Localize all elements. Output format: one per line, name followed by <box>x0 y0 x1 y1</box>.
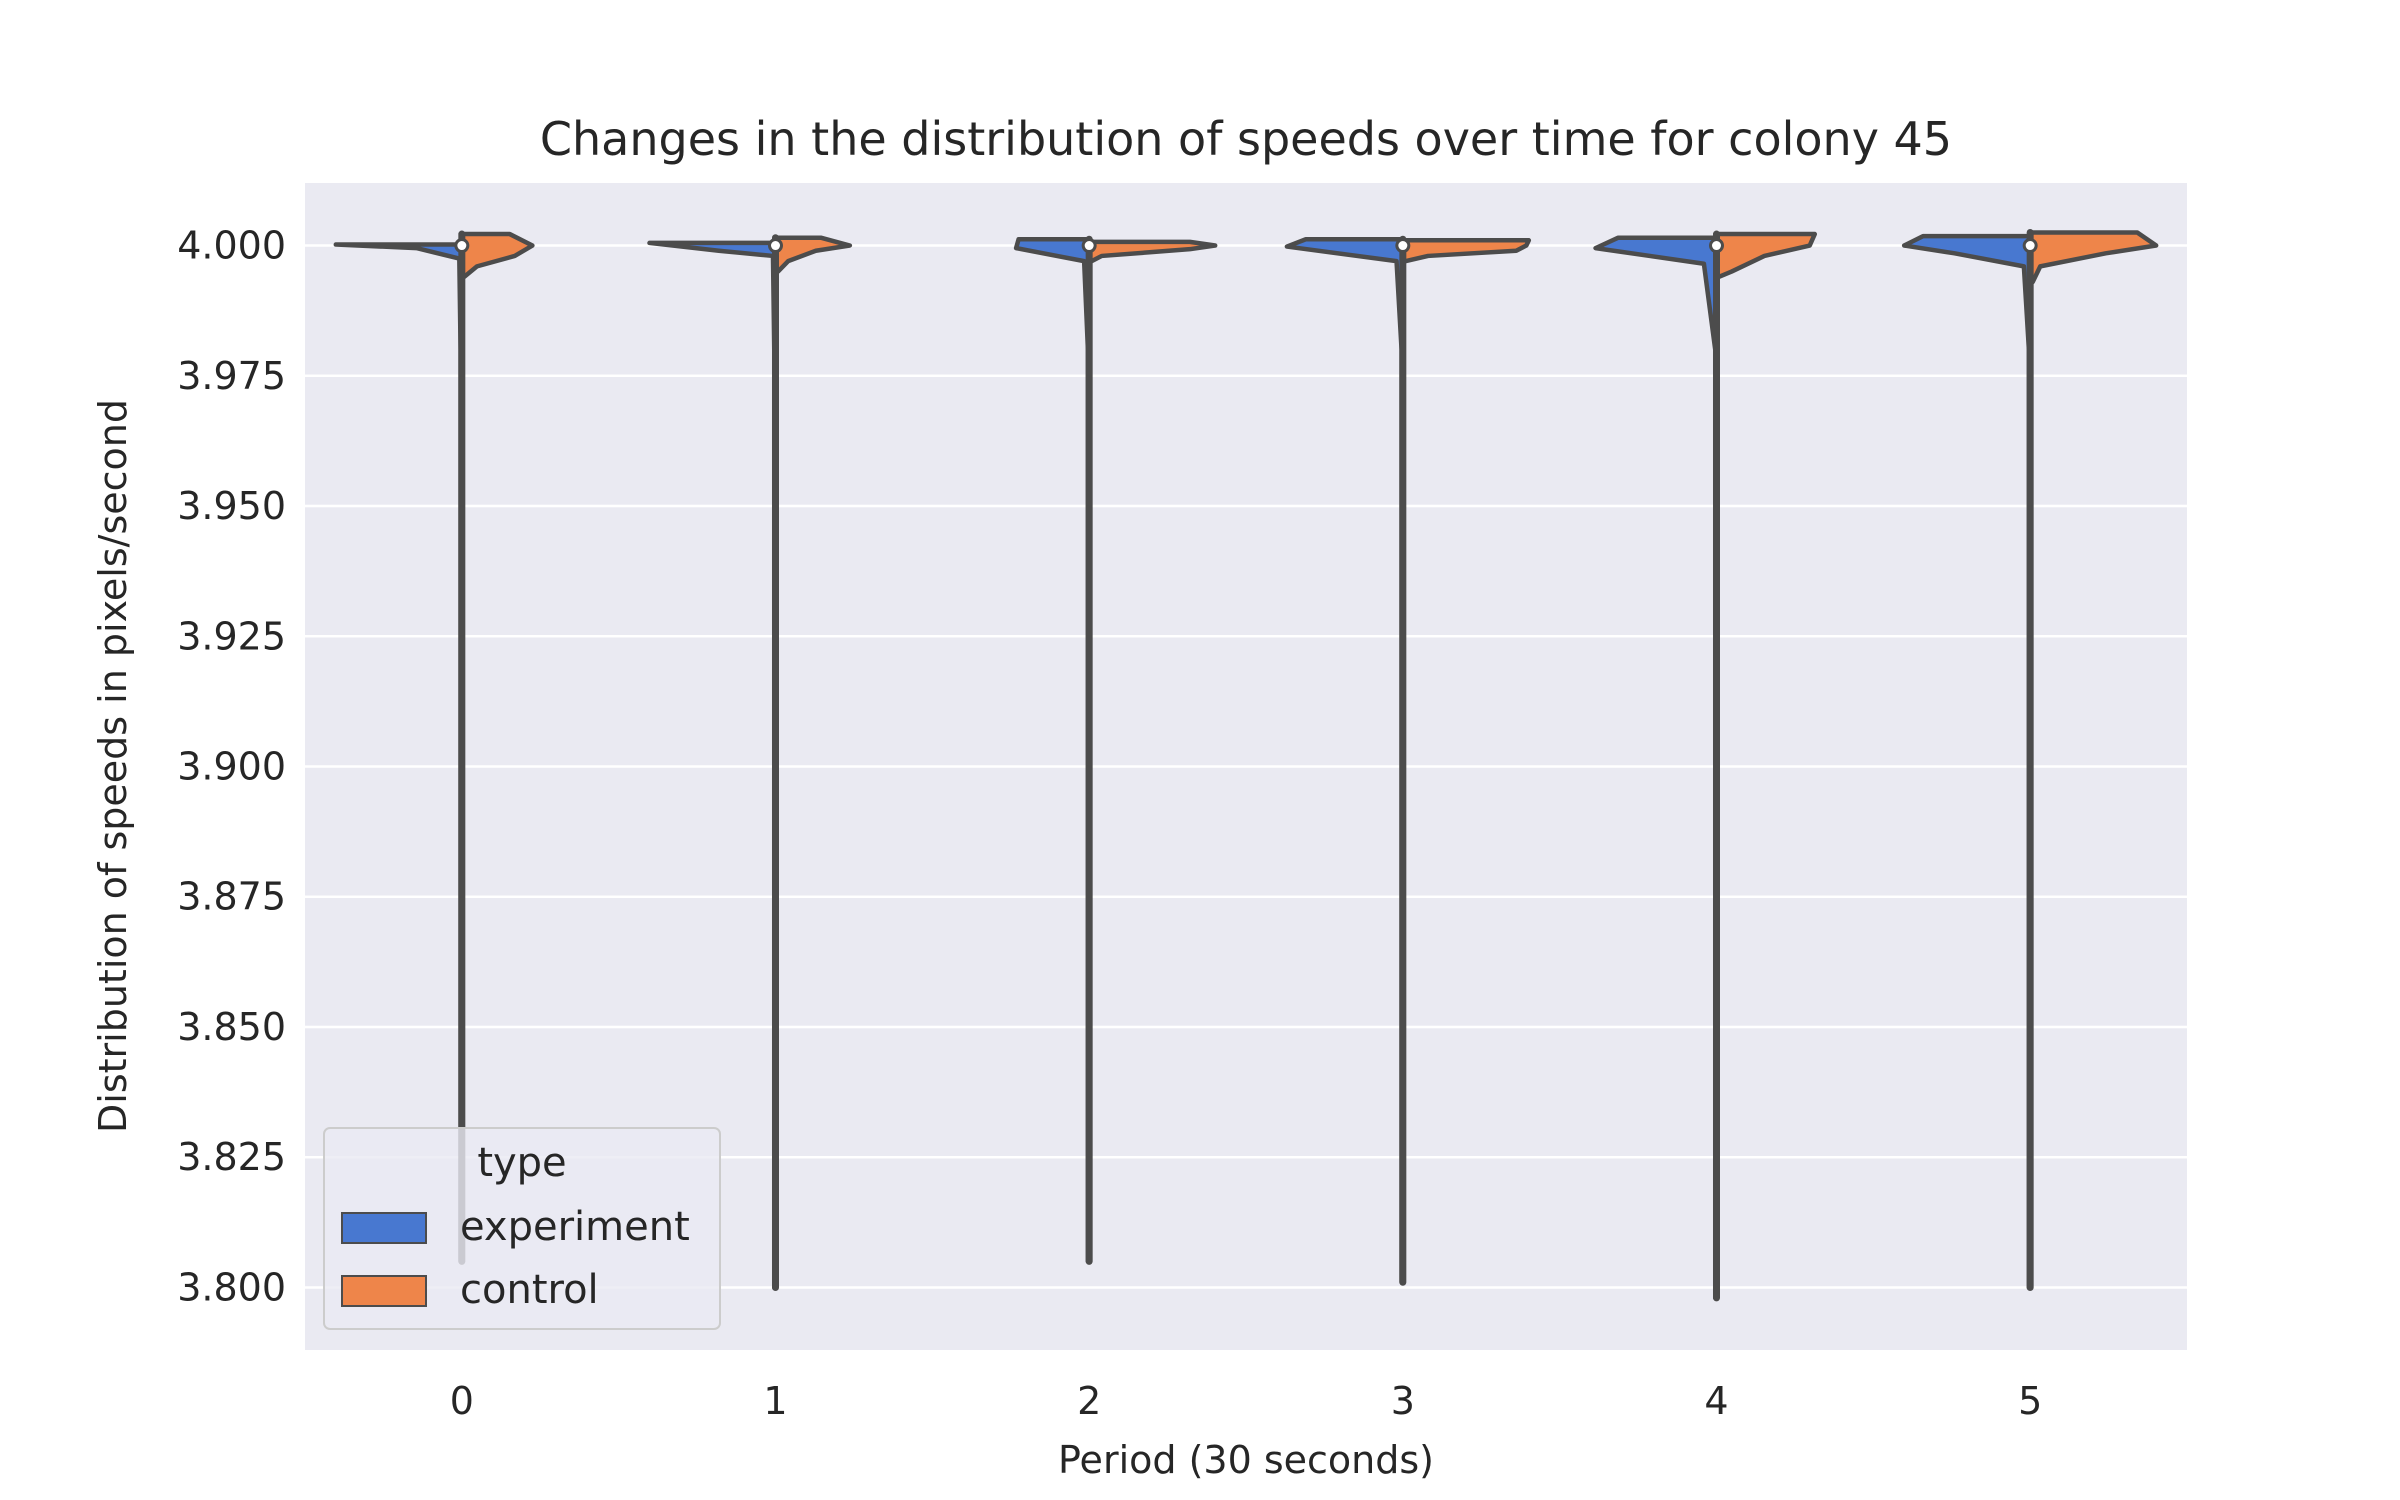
x-tick-label: 1 <box>763 1379 787 1423</box>
x-axis-label: Period (30 seconds) <box>1058 1438 1434 1482</box>
legend-label-control: control <box>460 1267 599 1313</box>
y-tick-label: 3.800 <box>177 1265 286 1309</box>
legend-swatch-control <box>341 1275 427 1307</box>
y-tick-label: 3.900 <box>177 745 286 789</box>
violin-1 <box>647 234 853 1291</box>
y-axis-label: Distribution of speeds in pixels/second <box>91 399 135 1133</box>
violin-3 <box>1284 235 1532 1286</box>
x-tick-label: 5 <box>2018 1379 2042 1423</box>
violin-2 <box>1013 235 1218 1265</box>
median-marker <box>2022 238 2038 254</box>
y-axis-ticks: 3.800 3.825 3.850 3.875 3.900 3.925 3.950 3.975… <box>177 224 286 1310</box>
x-axis-ticks: 0 1 2 3 4 5 <box>450 1379 2043 1423</box>
x-tick-label: 3 <box>1391 1379 1415 1423</box>
y-tick-label: 3.875 <box>177 875 286 919</box>
legend-label-experiment: experiment <box>460 1204 690 1250</box>
y-tick-label: 3.950 <box>177 484 286 528</box>
median-marker <box>1709 238 1724 254</box>
median-marker <box>1395 238 1411 254</box>
y-tick-label: 3.925 <box>177 614 286 658</box>
legend-swatch-experiment <box>341 1212 427 1244</box>
y-tick-label: 3.825 <box>177 1135 286 1179</box>
y-tick-label: 3.975 <box>177 354 286 398</box>
median-marker <box>1081 238 1097 254</box>
y-tick-label: 4.000 <box>177 224 286 268</box>
x-tick-label: 4 <box>1704 1379 1728 1423</box>
x-tick-label: 2 <box>1077 1379 1101 1423</box>
legend: type experiment control <box>323 1127 721 1330</box>
legend-title: type <box>477 1140 566 1186</box>
x-tick-label: 0 <box>450 1379 474 1423</box>
chart-title: Changes in the distribution of speeds ov… <box>540 112 1952 166</box>
y-tick-label: 3.850 <box>177 1005 286 1049</box>
median-marker <box>454 238 470 254</box>
median-marker <box>768 238 783 254</box>
violin-4 <box>1593 230 1818 1302</box>
violin-5 <box>1901 228 2159 1291</box>
